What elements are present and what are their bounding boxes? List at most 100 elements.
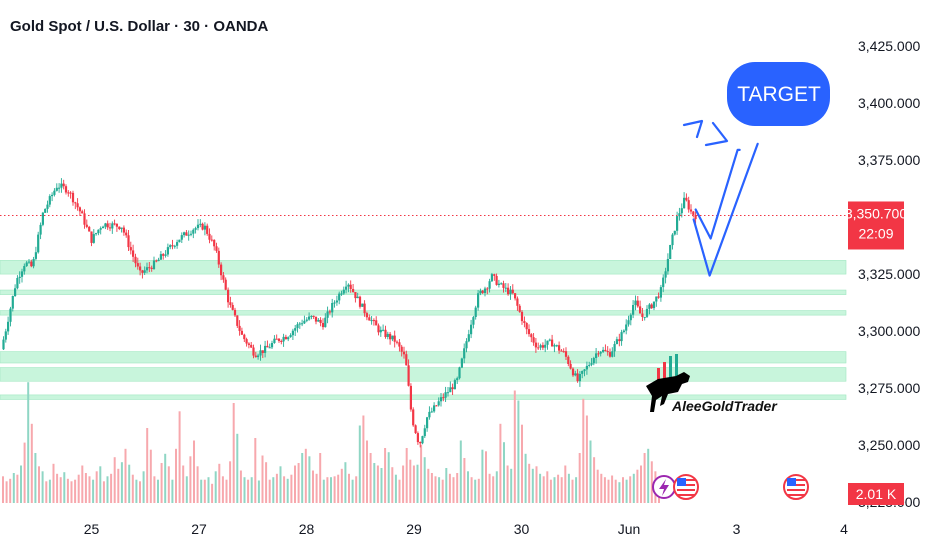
candle-body: [645, 308, 649, 317]
candle-body: [449, 387, 452, 393]
candle-body: [470, 324, 473, 335]
candle-body: [483, 288, 487, 293]
volume-bar: [124, 448, 127, 503]
candle-body: [152, 260, 156, 269]
volume-bar: [200, 479, 203, 503]
volume-bar: [366, 440, 368, 503]
volume-bar: [52, 463, 55, 503]
candle-body: [361, 303, 364, 307]
volume-bar: [650, 461, 653, 503]
candle-body: [23, 266, 26, 272]
candle-body: [108, 227, 112, 229]
price-axis[interactable]: 3,425.000 3,400.000 3,375.000 3,325.000 3,30…: [858, 38, 920, 510]
candle-body: [236, 315, 239, 326]
candle-body: [257, 355, 260, 358]
volume-bar: [229, 461, 232, 503]
candle-body: [270, 343, 274, 348]
volume-bar: [607, 479, 610, 503]
candle-body: [671, 234, 674, 246]
lightning-icon[interactable]: [652, 475, 676, 499]
candle-body: [217, 250, 220, 265]
volume-bar: [330, 477, 332, 503]
volume-bar: [492, 476, 495, 503]
candle-body: [576, 373, 579, 382]
candle-body: [398, 342, 401, 347]
candle-body: [60, 183, 63, 188]
volume-bar: [211, 483, 214, 503]
candle-body: [659, 287, 662, 298]
candle-body: [342, 289, 345, 294]
candle-body: [284, 336, 287, 340]
candle-body: [277, 338, 281, 341]
candle-body: [233, 309, 237, 316]
time-axis[interactable]: 25 27 28 29 30 Jun 3 4: [84, 521, 848, 537]
volume-bar: [513, 390, 516, 503]
candle-body: [266, 345, 269, 348]
volume-bar: [113, 457, 116, 503]
us-flag-icon[interactable]: [673, 474, 699, 500]
candle-body: [435, 405, 438, 407]
candle-body: [305, 319, 308, 321]
candle-body: [495, 275, 498, 285]
candle-body: [472, 317, 475, 325]
candle-body: [312, 315, 315, 317]
candle-body: [558, 345, 561, 351]
volume-bar: [128, 464, 131, 503]
volume-bar: [571, 479, 574, 503]
candle-body: [282, 336, 285, 342]
volume-bar: [110, 473, 113, 503]
volume-bar: [160, 463, 163, 503]
candle-body: [518, 305, 521, 312]
candle-body: [67, 192, 70, 194]
candle-body: [442, 397, 445, 399]
candle-body: [497, 283, 500, 285]
volume-bar: [643, 453, 646, 503]
candle-body: [118, 226, 121, 229]
candle-body: [51, 194, 54, 197]
candle-body: [317, 319, 320, 322]
volume-badge: 2.01 K: [848, 483, 904, 505]
candle-body: [238, 325, 241, 331]
candle-body: [291, 330, 294, 336]
candle-body: [446, 392, 450, 394]
candle-body: [192, 229, 195, 234]
candle-body: [564, 351, 568, 357]
candle-body: [46, 204, 49, 209]
bull-logo: AleeGoldTrader: [646, 354, 778, 414]
candle-body: [27, 261, 31, 263]
volume-bar: [193, 440, 195, 503]
us-flag-icon-2[interactable]: [783, 474, 809, 500]
candle-body: [141, 270, 144, 273]
volume-bar: [481, 449, 484, 503]
volume-bar: [409, 459, 412, 503]
volume-bar: [470, 477, 473, 503]
candle-body: [685, 197, 688, 201]
candle-body: [553, 345, 556, 347]
candle-body: [148, 267, 151, 269]
candle-body: [372, 320, 375, 322]
candle-body: [479, 290, 482, 294]
candle-body: [58, 187, 61, 189]
volume-bar: [531, 468, 534, 503]
candle-body: [250, 344, 253, 348]
candle-body: [606, 351, 609, 353]
candle-body: [220, 264, 223, 276]
volume-bar: [416, 464, 419, 503]
volume-bar: [236, 433, 239, 503]
volume-bar: [182, 465, 185, 503]
candle-body: [314, 316, 318, 322]
x-tick-7: 4: [840, 521, 848, 537]
candle-body: [490, 274, 493, 282]
candle-body: [129, 247, 132, 251]
zone-1: [0, 289, 847, 295]
volume-bar: [92, 479, 95, 503]
candle-body: [199, 223, 202, 225]
volume-bar: [189, 456, 192, 503]
event-icons[interactable]: [652, 474, 809, 500]
volume-bar: [102, 481, 105, 503]
candle-body: [636, 300, 639, 307]
bull-silhouette: [646, 372, 690, 412]
volume-bar: [301, 453, 304, 503]
volume-bar: [279, 466, 282, 503]
